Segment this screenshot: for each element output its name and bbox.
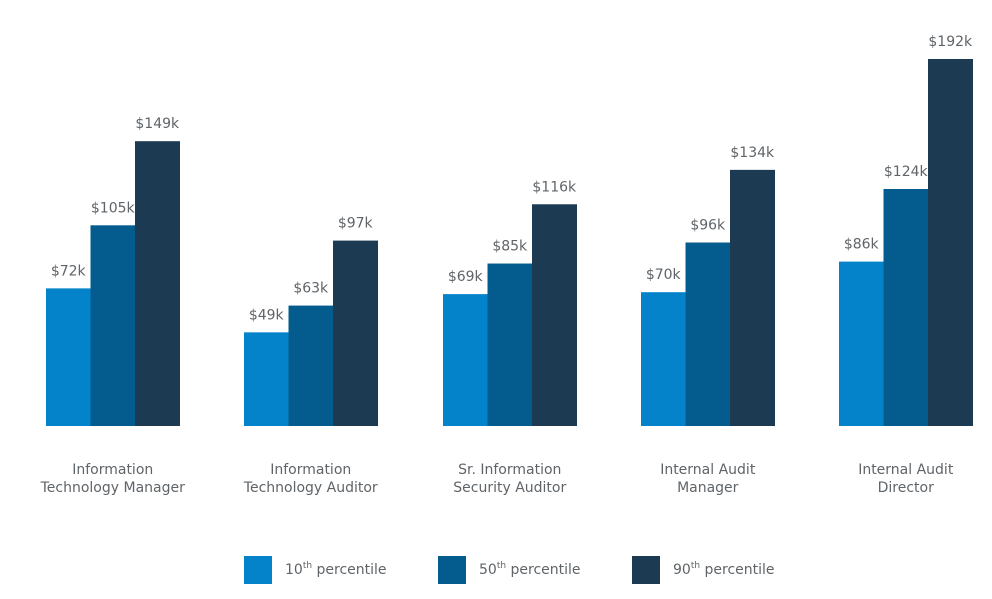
value-label-it-auditor-10th: $49k — [249, 307, 285, 323]
bars-group — [46, 59, 973, 427]
bar-it-auditor-10th — [244, 332, 289, 426]
legend: 10th percentile 50th percentile 90th per… — [0, 555, 992, 585]
legend-item-90th: 90th percentile — [632, 555, 775, 585]
category-label-it-auditor-line1: Information — [270, 462, 351, 478]
value-label-sr-security-auditor-90th: $116k — [532, 179, 577, 195]
value-label-it-auditor-50th: $63k — [293, 281, 329, 297]
value-label-it-manager-90th: $149k — [135, 116, 180, 132]
category-labels-group: Information Technology Manager Information… — [40, 462, 954, 496]
value-label-sr-security-auditor-10th: $69k — [448, 269, 484, 285]
bar-it-auditor-90th — [333, 240, 378, 426]
bar-sr-security-auditor-50th — [487, 263, 533, 426]
legend-item-50th: 50th percentile — [438, 555, 581, 585]
bar-it-auditor-50th — [288, 305, 334, 426]
bar-it-manager-50th — [90, 225, 136, 426]
value-label-audit-manager-10th: $70k — [646, 267, 682, 283]
bar-sr-security-auditor-90th — [532, 204, 577, 426]
category-label-sr-security-auditor-line1: Sr. Information — [458, 462, 561, 478]
legend-swatch-10th — [244, 556, 272, 584]
category-label-it-manager-line2: Technology Manager — [40, 480, 185, 496]
bar-audit-manager-10th — [641, 292, 686, 426]
category-label-audit-director-line2: Director — [878, 480, 934, 496]
bar-audit-director-10th — [839, 261, 884, 426]
value-label-audit-director-10th: $86k — [844, 237, 880, 253]
bar-it-manager-90th — [135, 141, 180, 427]
legend-label-90th: 90th percentile — [673, 561, 775, 579]
salary-bar-chart: $72k $105k $149k $49k $63k $97k $69k $85k $116k $… — [40, 34, 973, 496]
bar-sr-security-auditor-10th — [443, 294, 488, 426]
value-label-audit-manager-50th: $96k — [690, 218, 726, 234]
category-label-audit-manager-line2: Manager — [677, 480, 739, 496]
category-label-it-auditor-line2: Technology Auditor — [243, 480, 378, 496]
bar-audit-director-50th — [883, 188, 929, 426]
value-label-it-manager-50th: $105k — [91, 200, 136, 216]
bar-audit-manager-90th — [730, 169, 775, 427]
bar-audit-director-90th — [928, 59, 973, 426]
legend-item-10th: 10th percentile — [244, 555, 387, 585]
value-label-it-auditor-90th: $97k — [338, 216, 374, 232]
value-labels-group: $72k $105k $149k $49k $63k $97k $69k $85k $116k $… — [51, 34, 973, 323]
category-label-sr-security-auditor-line2: Security Auditor — [453, 480, 566, 496]
legend-label-10th: 10th percentile — [285, 561, 387, 579]
value-label-it-manager-10th: $72k — [51, 263, 87, 279]
value-label-audit-director-50th: $124k — [884, 164, 929, 180]
legend-swatch-50th — [438, 556, 466, 584]
legend-swatch-90th — [632, 556, 660, 584]
bar-audit-manager-50th — [685, 242, 731, 426]
category-label-it-manager-line1: Information — [72, 462, 153, 478]
value-label-audit-director-90th: $192k — [928, 34, 973, 50]
category-label-audit-manager-line1: Internal Audit — [660, 462, 756, 478]
value-label-audit-manager-90th: $134k — [730, 145, 775, 161]
legend-label-50th: 50th percentile — [479, 561, 581, 579]
category-label-audit-director-line1: Internal Audit — [858, 462, 954, 478]
value-label-sr-security-auditor-50th: $85k — [492, 239, 528, 255]
bar-it-manager-10th — [46, 288, 91, 426]
